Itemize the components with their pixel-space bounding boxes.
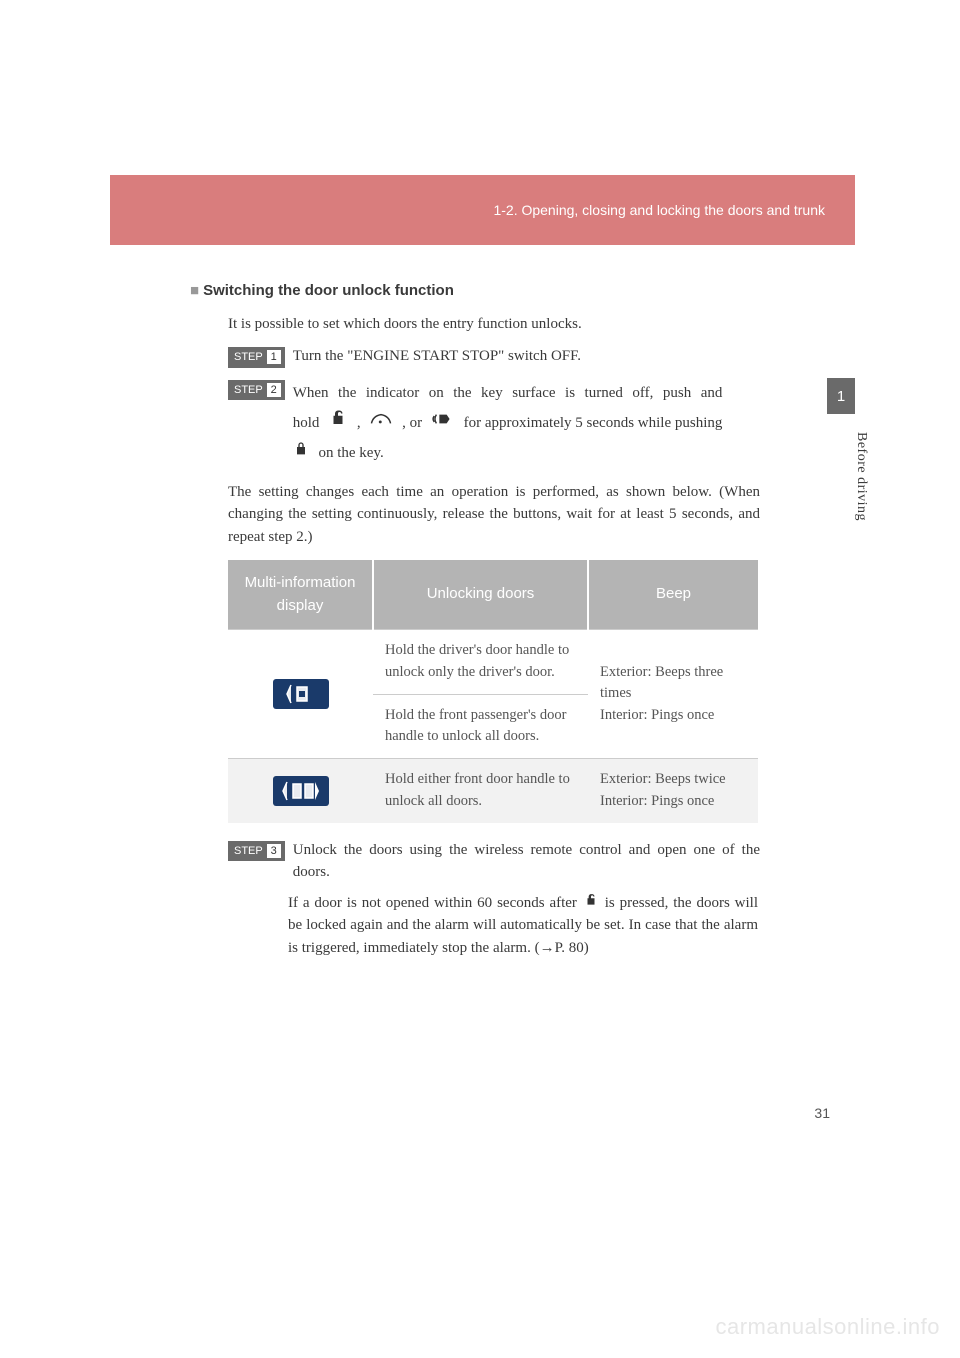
header-band: 1-2. Opening, closing and locking the do…: [110, 175, 855, 245]
page-number: 31: [814, 1105, 830, 1121]
table-cell-beep2: Exterior: Beeps twice Interior: Pings on…: [588, 759, 758, 823]
table-header-display: Multi-information display: [228, 560, 373, 630]
header-section-label: 1-2. Opening, closing and locking the do…: [493, 202, 825, 218]
step-3-text: Unlock the doors using the wireless remo…: [293, 839, 760, 884]
step-number-2: 2: [267, 383, 281, 397]
display-driver-door-icon: [273, 679, 329, 709]
heading-text: Switching the door unlock function: [203, 282, 454, 299]
intro-text: It is possible to set which doors the en…: [228, 313, 760, 336]
step-2-text: When the indicator on the key surface is…: [293, 378, 723, 469]
step-1-row: STEP 1 Turn the "ENGINE START STOP" swit…: [228, 345, 760, 368]
table-cell-beep1: Exterior: Beeps three times Interior: Pi…: [588, 630, 758, 759]
setting-change-note: The setting changes each time an operati…: [228, 481, 760, 549]
step-2-sep2: , or: [402, 415, 422, 431]
table-cell-r1a: Hold the driver's door handle to unlock …: [373, 630, 588, 695]
unlock-icon: [329, 408, 347, 438]
step-label: STEP: [234, 843, 263, 860]
step-2-line1: When the indicator on the key surface is…: [293, 385, 723, 401]
lock-icon: [293, 439, 309, 469]
unlock-icon-small: [584, 892, 598, 915]
step-badge-3: STEP 3: [228, 841, 285, 862]
table-cell-r2: Hold either front door handle to unlock …: [373, 759, 588, 823]
table-row: Hold either front door handle to unlock …: [228, 759, 758, 823]
table-header-unlocking: Unlocking doors: [373, 560, 588, 630]
step-3-note-a: If a door is not opened within 60 second…: [288, 895, 582, 911]
table-cell-r1b: Hold the front passenger's door handle t…: [373, 694, 588, 759]
trunk-icon: [370, 408, 392, 438]
step-2-hold: hold: [293, 415, 320, 431]
step-3-note: If a door is not opened within 60 second…: [288, 892, 758, 960]
heading-bullet-icon: ■: [190, 282, 199, 299]
chapter-tab: 1: [827, 378, 855, 414]
section-heading: ■Switching the door unlock function: [190, 280, 760, 303]
step-1-text: Turn the "ENGINE START STOP" switch OFF.: [293, 345, 760, 368]
step-2-sep1: ,: [357, 415, 361, 431]
step-number-3: 3: [267, 844, 281, 858]
side-label-top: Before driving: [853, 432, 869, 521]
step-badge-1: STEP 1: [228, 347, 285, 368]
step-number-1: 1: [267, 350, 281, 364]
chapter-tab-number: 1: [837, 388, 845, 405]
table-header-beep: Beep: [588, 560, 758, 630]
step-label: STEP: [234, 382, 263, 399]
page-content: ■Switching the door unlock function It i…: [190, 280, 760, 959]
step-2-row: STEP 2 When the indicator on the key sur…: [228, 378, 760, 469]
alarm-icon: [432, 408, 454, 438]
step-3-row: STEP 3 Unlock the doors using the wirele…: [228, 839, 760, 884]
step-2-line3: on the key.: [318, 445, 383, 461]
step-2-tail: for approximately 5 seconds while pushin…: [464, 415, 723, 431]
step-label: STEP: [234, 349, 263, 366]
step-badge-2: STEP 2: [228, 380, 285, 401]
unlock-function-table: Multi-information display Unlocking door…: [228, 560, 758, 823]
display-all-doors-icon: [273, 776, 329, 806]
watermark-text: carmanualsonline.info: [715, 1314, 940, 1340]
table-row: Hold the driver's door handle to unlock …: [228, 630, 758, 695]
